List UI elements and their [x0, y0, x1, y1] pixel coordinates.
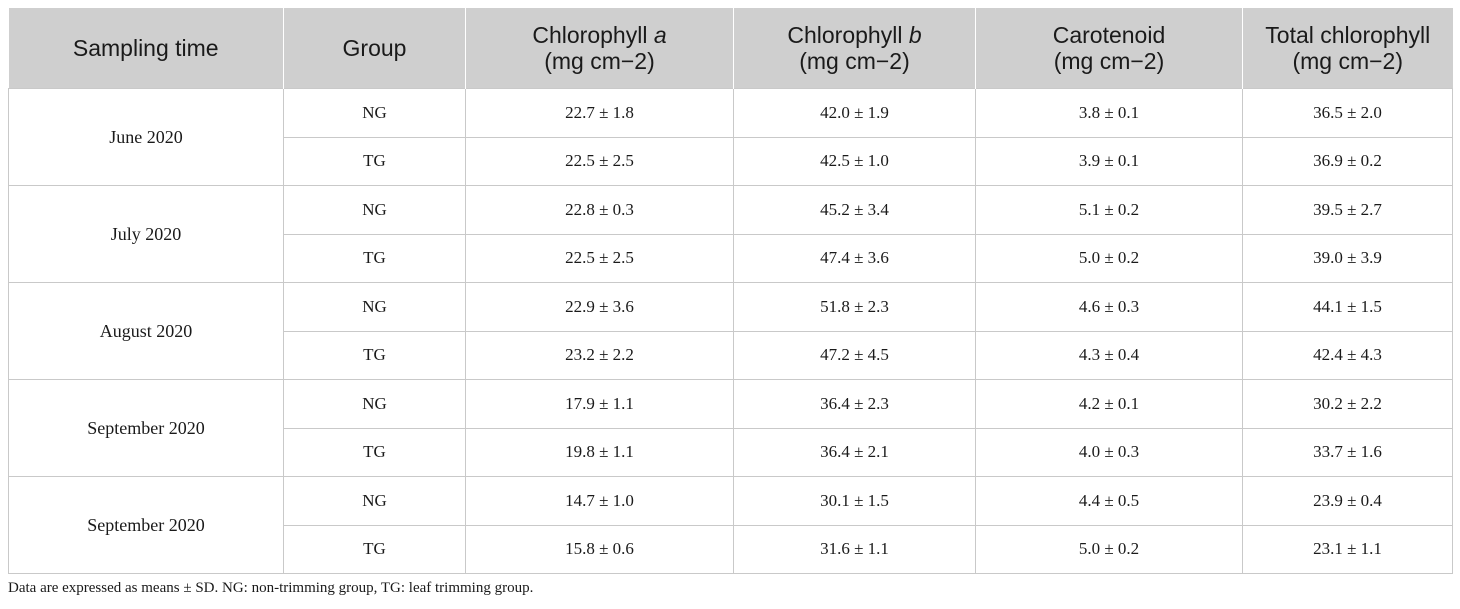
cell-sampling-time: June 2020 [8, 88, 284, 186]
cell-carotenoid: 5.0 ± 0.2 [975, 233, 1243, 283]
cell-sampling-time: August 2020 [8, 282, 284, 380]
cell-carotenoid: 4.3 ± 0.4 [975, 330, 1243, 380]
cell-total-chlorophyll: 39.5 ± 2.7 [1242, 185, 1453, 235]
cell-chlorophyll-a: 22.7 ± 1.8 [465, 88, 734, 138]
cell-chlorophyll-a: 22.8 ± 0.3 [465, 185, 734, 235]
header-label: Chlorophyll [532, 22, 654, 48]
cell-chlorophyll-a: 23.2 ± 2.2 [465, 330, 734, 380]
cell-chlorophyll-a: 22.9 ± 3.6 [465, 282, 734, 332]
cell-chlorophyll-b: 42.0 ± 1.9 [733, 88, 976, 138]
header-italic-letter: b [908, 22, 922, 48]
table-row: TG 23.2 ± 2.2 47.2 ± 4.5 4.3 ± 0.4 42.4 ± 4.… [9, 330, 1453, 380]
table-row: June 2020 NG 22.7 ± 1.8 42.0 ± 1.9 3.8 ± 0.1… [8, 88, 1453, 186]
header-group: Group [283, 8, 466, 89]
cell-group: NG [283, 88, 466, 138]
header-unit: (mg cm−2) [799, 48, 910, 74]
header-chlorophyll-b: Chlorophyll b (mg cm−2) [733, 8, 976, 89]
cell-group: NG [283, 476, 466, 526]
cell-chlorophyll-b: 51.8 ± 2.3 [733, 282, 976, 332]
cell-total-chlorophyll: 36.9 ± 0.2 [1242, 136, 1453, 186]
header-carotenoid: Carotenoid (mg cm−2) [975, 8, 1243, 89]
cell-total-chlorophyll: 33.7 ± 1.6 [1242, 427, 1453, 477]
cell-chlorophyll-b: 30.1 ± 1.5 [733, 476, 976, 526]
cell-chlorophyll-b: 42.5 ± 1.0 [733, 136, 976, 186]
cell-chlorophyll-b: 31.6 ± 1.1 [733, 524, 976, 574]
cell-carotenoid: 5.0 ± 0.2 [975, 524, 1243, 574]
table-footnote: Data are expressed as means ± SD. NG: no… [8, 580, 534, 596]
header-sampling-time: Sampling time [8, 8, 284, 89]
cell-sampling-time: July 2020 [8, 185, 284, 283]
table-row: TG 22.5 ± 2.5 47.4 ± 3.6 5.0 ± 0.2 39.0 ± 3.… [9, 233, 1453, 283]
cell-carotenoid: 3.8 ± 0.1 [975, 88, 1243, 138]
cell-total-chlorophyll: 44.1 ± 1.5 [1242, 282, 1453, 332]
cell-chlorophyll-b: 36.4 ± 2.3 [733, 379, 976, 429]
cell-total-chlorophyll: 30.2 ± 2.2 [1242, 379, 1453, 429]
cell-carotenoid: 4.6 ± 0.3 [975, 282, 1243, 332]
cell-carotenoid: 4.0 ± 0.3 [975, 427, 1243, 477]
header-unit: (mg cm−2) [1292, 48, 1404, 74]
cell-chlorophyll-a: 14.7 ± 1.0 [465, 476, 734, 526]
header-label: Group [342, 35, 407, 61]
cell-total-chlorophyll: 23.1 ± 1.1 [1242, 524, 1453, 574]
table-row: September 2020 NG 17.9 ± 1.1 36.4 ± 2.3 4.2 … [8, 379, 1453, 477]
cell-group: NG [283, 379, 466, 429]
cell-total-chlorophyll: 42.4 ± 4.3 [1242, 330, 1453, 380]
cell-chlorophyll-b: 45.2 ± 3.4 [733, 185, 976, 235]
cell-carotenoid: 5.1 ± 0.2 [975, 185, 1243, 235]
header-total-chlorophyll: Total chlorophyll (mg cm−2) [1242, 8, 1453, 89]
table-row: TG 19.8 ± 1.1 36.4 ± 2.1 4.0 ± 0.3 33.7 ± 1.… [9, 427, 1453, 477]
cell-chlorophyll-a: 19.8 ± 1.1 [465, 427, 734, 477]
cell-chlorophyll-a: 15.8 ± 0.6 [465, 524, 734, 574]
cell-group: NG [283, 185, 466, 235]
table-row: TG 15.8 ± 0.6 31.6 ± 1.1 5.0 ± 0.2 23.1 ± 1.… [9, 524, 1453, 574]
cell-total-chlorophyll: 39.0 ± 3.9 [1242, 233, 1453, 283]
header-label: Sampling time [72, 35, 219, 61]
cell-group: NG [283, 282, 466, 332]
cell-chlorophyll-b: 36.4 ± 2.1 [733, 427, 976, 477]
cell-group: TG [283, 427, 466, 477]
header-unit: (mg cm−2) [1053, 48, 1165, 74]
table-row: August 2020 NG 22.9 ± 3.6 51.8 ± 2.3 4.6 ± 0… [8, 282, 1453, 380]
cell-chlorophyll-b: 47.4 ± 3.6 [733, 233, 976, 283]
table-row: TG 22.5 ± 2.5 42.5 ± 1.0 3.9 ± 0.1 36.9 ± 0.… [9, 136, 1453, 186]
chlorophyll-table: Sampling time Group Chlorophyll a (mg cm… [8, 8, 1453, 574]
table-row: July 2020 NG 22.8 ± 0.3 45.2 ± 3.4 5.1 ± 0.2… [8, 185, 1453, 283]
cell-carotenoid: 4.4 ± 0.5 [975, 476, 1243, 526]
cell-group: TG [283, 233, 466, 283]
cell-chlorophyll-a: 22.5 ± 2.5 [465, 136, 734, 186]
header-unit: (mg cm−2) [544, 48, 655, 74]
cell-chlorophyll-a: 17.9 ± 1.1 [465, 379, 734, 429]
header-label: Total chlorophyll [1265, 22, 1431, 48]
cell-group: TG [283, 524, 466, 574]
header-italic-letter: a [653, 22, 667, 48]
header-chlorophyll-a: Chlorophyll a (mg cm−2) [465, 8, 734, 89]
cell-total-chlorophyll: 36.5 ± 2.0 [1242, 88, 1453, 138]
cell-sampling-time: September 2020 [8, 379, 284, 477]
data-table-container: Sampling time Group Chlorophyll a (mg cm… [8, 8, 1453, 574]
cell-total-chlorophyll: 23.9 ± 0.4 [1242, 476, 1453, 526]
cell-carotenoid: 4.2 ± 0.1 [975, 379, 1243, 429]
cell-carotenoid: 3.9 ± 0.1 [975, 136, 1243, 186]
table-body: June 2020 NG 22.7 ± 1.8 42.0 ± 1.9 3.8 ± 0.1… [8, 88, 1453, 574]
table-header: Sampling time Group Chlorophyll a (mg cm… [8, 8, 1453, 89]
cell-chlorophyll-b: 47.2 ± 4.5 [733, 330, 976, 380]
cell-chlorophyll-a: 22.5 ± 2.5 [465, 233, 734, 283]
table-row: September 2020 NG 14.7 ± 1.0 30.1 ± 1.5 4.4 … [8, 476, 1453, 574]
header-label: Carotenoid [1052, 22, 1166, 48]
header-row: Sampling time Group Chlorophyll a (mg cm… [8, 8, 1453, 89]
cell-group: TG [283, 136, 466, 186]
header-label: Chlorophyll [787, 22, 909, 48]
cell-sampling-time: September 2020 [8, 476, 284, 574]
cell-group: TG [283, 330, 466, 380]
